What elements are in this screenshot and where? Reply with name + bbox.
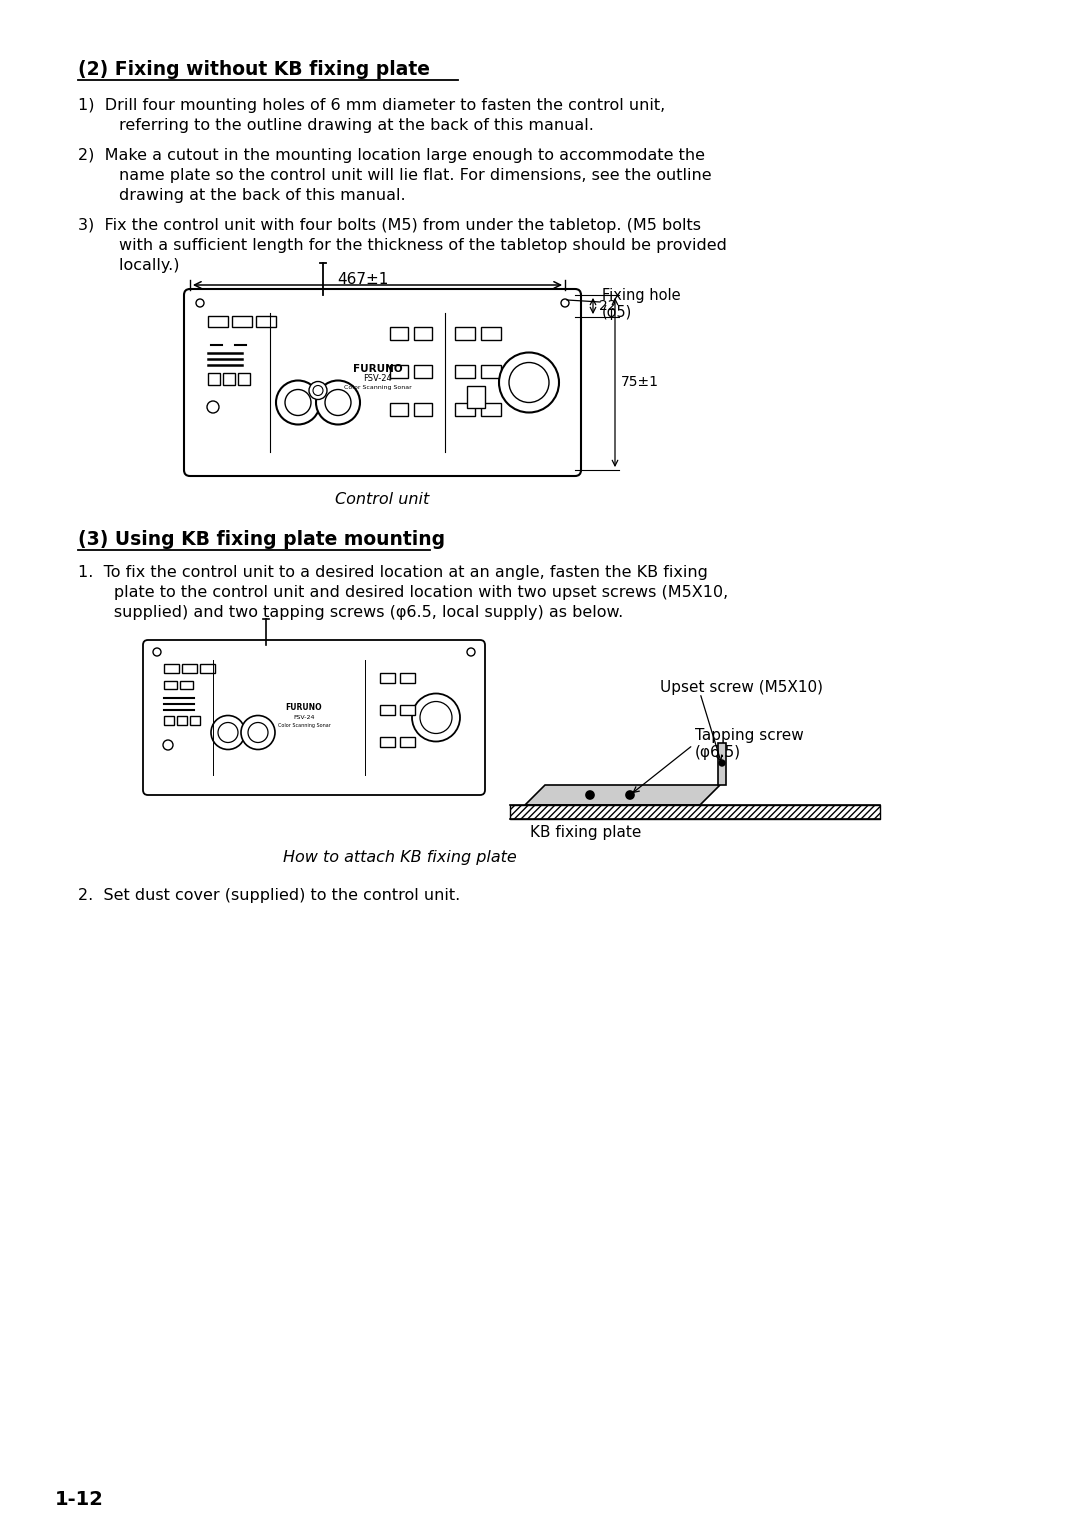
Circle shape bbox=[276, 380, 320, 425]
Circle shape bbox=[218, 723, 238, 743]
FancyBboxPatch shape bbox=[400, 736, 415, 747]
Circle shape bbox=[561, 299, 569, 307]
FancyBboxPatch shape bbox=[380, 704, 395, 715]
Text: Upset screw (M5X10): Upset screw (M5X10) bbox=[660, 680, 823, 695]
FancyBboxPatch shape bbox=[481, 365, 501, 377]
Text: supplied) and two tapping screws (φ6.5, local supply) as below.: supplied) and two tapping screws (φ6.5, … bbox=[78, 605, 623, 620]
FancyBboxPatch shape bbox=[143, 640, 485, 795]
Text: 22: 22 bbox=[599, 299, 617, 313]
Text: Color Scanning Sonar: Color Scanning Sonar bbox=[278, 723, 330, 727]
Text: 2.  Set dust cover (supplied) to the control unit.: 2. Set dust cover (supplied) to the cont… bbox=[78, 888, 460, 903]
FancyBboxPatch shape bbox=[467, 385, 485, 408]
FancyBboxPatch shape bbox=[190, 717, 200, 724]
Text: 1.  To fix the control unit to a desired location at an angle, fasten the KB fix: 1. To fix the control unit to a desired … bbox=[78, 565, 707, 581]
Text: Tapping screw
(φ6.5): Tapping screw (φ6.5) bbox=[696, 727, 804, 761]
FancyBboxPatch shape bbox=[184, 289, 581, 477]
FancyBboxPatch shape bbox=[164, 665, 179, 672]
Circle shape bbox=[207, 400, 219, 413]
FancyBboxPatch shape bbox=[208, 373, 220, 385]
FancyBboxPatch shape bbox=[481, 327, 501, 341]
Circle shape bbox=[163, 740, 173, 750]
FancyBboxPatch shape bbox=[390, 403, 408, 416]
Circle shape bbox=[241, 715, 275, 750]
Circle shape bbox=[325, 390, 351, 416]
FancyBboxPatch shape bbox=[414, 365, 432, 377]
Circle shape bbox=[285, 390, 311, 416]
Text: 3)  Fix the control unit with four bolts (M5) from under the tabletop. (M5 bolts: 3) Fix the control unit with four bolts … bbox=[78, 219, 701, 232]
FancyBboxPatch shape bbox=[164, 717, 174, 724]
Text: locally.): locally.) bbox=[78, 258, 179, 274]
Polygon shape bbox=[525, 785, 720, 805]
Circle shape bbox=[626, 792, 634, 799]
FancyBboxPatch shape bbox=[414, 403, 432, 416]
Text: plate to the control unit and desired location with two upset screws (M5X10,: plate to the control unit and desired lo… bbox=[78, 585, 728, 601]
Circle shape bbox=[313, 385, 323, 396]
Text: 467±1: 467±1 bbox=[337, 272, 388, 287]
FancyBboxPatch shape bbox=[208, 316, 228, 327]
Text: FURUNO: FURUNO bbox=[353, 364, 403, 373]
Text: name plate so the control unit will lie flat. For dimensions, see the outline: name plate so the control unit will lie … bbox=[78, 168, 712, 183]
FancyBboxPatch shape bbox=[200, 665, 215, 672]
Text: FSV-24: FSV-24 bbox=[363, 374, 392, 384]
FancyBboxPatch shape bbox=[400, 672, 415, 683]
Polygon shape bbox=[718, 743, 726, 785]
Circle shape bbox=[211, 715, 245, 750]
Circle shape bbox=[309, 382, 327, 399]
Circle shape bbox=[467, 648, 475, 656]
FancyBboxPatch shape bbox=[390, 365, 408, 377]
Circle shape bbox=[153, 648, 161, 656]
FancyBboxPatch shape bbox=[180, 681, 193, 689]
FancyBboxPatch shape bbox=[380, 672, 395, 683]
Circle shape bbox=[248, 723, 268, 743]
Circle shape bbox=[719, 759, 725, 766]
FancyBboxPatch shape bbox=[183, 665, 197, 672]
Circle shape bbox=[586, 792, 594, 799]
Text: 75±1: 75±1 bbox=[621, 376, 659, 390]
Circle shape bbox=[411, 694, 460, 741]
FancyBboxPatch shape bbox=[400, 704, 415, 715]
Text: referring to the outline drawing at the back of this manual.: referring to the outline drawing at the … bbox=[78, 118, 594, 133]
Text: FURUNO: FURUNO bbox=[286, 703, 322, 712]
Text: drawing at the back of this manual.: drawing at the back of this manual. bbox=[78, 188, 406, 203]
Text: Color Scanning Sonar: Color Scanning Sonar bbox=[343, 385, 411, 390]
FancyBboxPatch shape bbox=[232, 316, 252, 327]
FancyBboxPatch shape bbox=[380, 736, 395, 747]
Text: KB fixing plate: KB fixing plate bbox=[530, 825, 642, 840]
Circle shape bbox=[499, 353, 559, 413]
Text: 1-12: 1-12 bbox=[55, 1490, 104, 1510]
Circle shape bbox=[316, 380, 360, 425]
FancyBboxPatch shape bbox=[177, 717, 187, 724]
Text: FSV-24: FSV-24 bbox=[294, 715, 314, 720]
FancyBboxPatch shape bbox=[238, 373, 249, 385]
Text: with a sufficient length for the thickness of the tabletop should be provided: with a sufficient length for the thickne… bbox=[78, 238, 727, 254]
FancyBboxPatch shape bbox=[256, 316, 276, 327]
FancyBboxPatch shape bbox=[455, 403, 475, 416]
Text: 1)  Drill four mounting holes of 6 mm diameter to fasten the control unit,: 1) Drill four mounting holes of 6 mm dia… bbox=[78, 98, 665, 113]
FancyBboxPatch shape bbox=[390, 327, 408, 341]
FancyBboxPatch shape bbox=[455, 365, 475, 377]
Circle shape bbox=[420, 701, 453, 733]
FancyBboxPatch shape bbox=[164, 681, 177, 689]
FancyBboxPatch shape bbox=[455, 327, 475, 341]
FancyBboxPatch shape bbox=[414, 327, 432, 341]
Text: (2) Fixing without KB fixing plate: (2) Fixing without KB fixing plate bbox=[78, 60, 430, 79]
Text: How to attach KB fixing plate: How to attach KB fixing plate bbox=[283, 850, 517, 865]
Circle shape bbox=[195, 299, 204, 307]
FancyBboxPatch shape bbox=[481, 403, 501, 416]
Text: Fixing hole
(φ5): Fixing hole (φ5) bbox=[602, 287, 680, 321]
FancyBboxPatch shape bbox=[222, 373, 235, 385]
Text: Control unit: Control unit bbox=[336, 492, 430, 507]
Text: (3) Using KB fixing plate mounting: (3) Using KB fixing plate mounting bbox=[78, 530, 445, 549]
Text: 2)  Make a cutout in the mounting location large enough to accommodate the: 2) Make a cutout in the mounting locatio… bbox=[78, 148, 705, 163]
Circle shape bbox=[509, 362, 549, 402]
